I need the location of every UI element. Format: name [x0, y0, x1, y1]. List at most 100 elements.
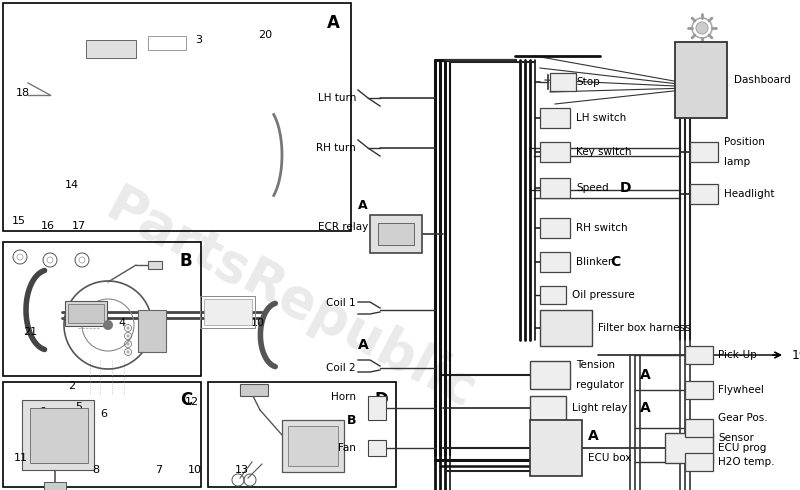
Text: A: A — [640, 401, 650, 415]
Text: 21: 21 — [23, 327, 38, 337]
Bar — [68, 304, 104, 323]
Text: 19: 19 — [792, 348, 800, 362]
Text: A: A — [588, 429, 598, 443]
Text: Dashboard: Dashboard — [734, 75, 790, 85]
Bar — [685, 419, 713, 437]
Bar — [368, 440, 386, 456]
Bar — [685, 453, 713, 471]
Bar — [685, 381, 713, 399]
Text: 3: 3 — [195, 35, 202, 45]
Text: A: A — [640, 368, 650, 382]
Bar — [30, 408, 88, 463]
Bar — [200, 296, 255, 328]
Text: Flywheel: Flywheel — [718, 385, 764, 395]
Circle shape — [696, 22, 708, 34]
Text: 20: 20 — [258, 30, 273, 40]
Text: ECU box: ECU box — [588, 453, 631, 463]
Bar — [208, 382, 396, 487]
Text: Light relay: Light relay — [572, 403, 627, 413]
Text: Coil 2: Coil 2 — [326, 363, 356, 373]
Bar — [148, 261, 162, 269]
Bar — [3, 382, 201, 487]
Text: C: C — [610, 255, 620, 269]
Text: Headlight: Headlight — [724, 189, 774, 199]
Bar — [690, 184, 718, 204]
Text: D: D — [620, 181, 631, 195]
Text: 9: 9 — [40, 407, 46, 416]
Circle shape — [126, 326, 130, 329]
Bar — [540, 286, 566, 304]
Bar — [282, 420, 344, 472]
Text: Fan: Fan — [338, 443, 356, 453]
Text: C: C — [180, 391, 192, 409]
Text: Speed: Speed — [576, 183, 609, 193]
Text: LH turn: LH turn — [318, 93, 356, 103]
Bar — [690, 142, 718, 162]
Bar — [3, 3, 351, 231]
Text: 13: 13 — [234, 466, 249, 475]
Bar — [3, 242, 201, 376]
Bar — [65, 301, 107, 326]
Text: Blinker: Blinker — [576, 257, 612, 267]
Text: A: A — [358, 199, 368, 212]
Text: Position: Position — [724, 137, 765, 147]
Bar — [368, 396, 386, 420]
Bar — [370, 215, 422, 253]
Text: 15: 15 — [11, 217, 26, 226]
Text: 14: 14 — [65, 180, 79, 190]
Bar — [530, 420, 582, 476]
Text: 6: 6 — [101, 409, 107, 419]
Text: 10: 10 — [187, 466, 202, 475]
Bar — [540, 218, 570, 238]
Bar — [22, 400, 94, 470]
Text: 16: 16 — [41, 221, 55, 231]
Text: B: B — [179, 252, 192, 270]
Bar — [148, 36, 186, 50]
Text: Gear Pos.: Gear Pos. — [718, 413, 768, 423]
Text: Tension: Tension — [576, 360, 615, 370]
Bar — [540, 252, 570, 272]
Circle shape — [126, 350, 130, 353]
Text: 11: 11 — [213, 318, 227, 327]
Text: regulator: regulator — [576, 380, 624, 390]
Bar — [86, 40, 136, 58]
Bar — [540, 178, 570, 198]
Text: 5: 5 — [75, 402, 82, 412]
Text: ECU prog: ECU prog — [718, 443, 766, 453]
Bar — [530, 396, 566, 420]
Bar — [138, 310, 166, 352]
Text: 7: 7 — [155, 466, 162, 475]
Text: 12: 12 — [185, 397, 199, 407]
Bar — [675, 42, 727, 118]
Text: A: A — [358, 338, 369, 352]
Bar — [665, 433, 713, 463]
Text: LH switch: LH switch — [576, 113, 626, 123]
Bar — [204, 299, 252, 325]
Text: PartsRepublic: PartsRepublic — [96, 180, 484, 419]
Text: 18: 18 — [15, 88, 30, 98]
Text: Key switch: Key switch — [576, 147, 631, 157]
Text: 1: 1 — [150, 318, 157, 327]
Text: 17: 17 — [71, 221, 86, 231]
Text: 11: 11 — [14, 453, 28, 463]
Text: Filter box harness: Filter box harness — [598, 323, 690, 333]
Text: Coil 1: Coil 1 — [326, 298, 356, 308]
Bar — [540, 310, 592, 346]
Bar — [530, 361, 570, 389]
Circle shape — [126, 343, 130, 345]
Text: Sensor: Sensor — [718, 433, 754, 443]
Text: H2O temp.: H2O temp. — [718, 457, 774, 467]
Bar — [240, 384, 268, 396]
Bar — [44, 482, 66, 490]
Text: 2: 2 — [69, 381, 75, 391]
Text: RH switch: RH switch — [576, 223, 628, 233]
Bar — [685, 346, 713, 364]
Text: B: B — [346, 414, 356, 427]
Circle shape — [126, 335, 130, 338]
Text: Horn: Horn — [331, 392, 356, 402]
Text: Oil pressure: Oil pressure — [572, 290, 634, 300]
Text: 9: 9 — [251, 387, 258, 397]
Text: Stop: Stop — [576, 77, 600, 87]
Text: RH turn: RH turn — [316, 143, 356, 153]
Circle shape — [103, 320, 113, 330]
